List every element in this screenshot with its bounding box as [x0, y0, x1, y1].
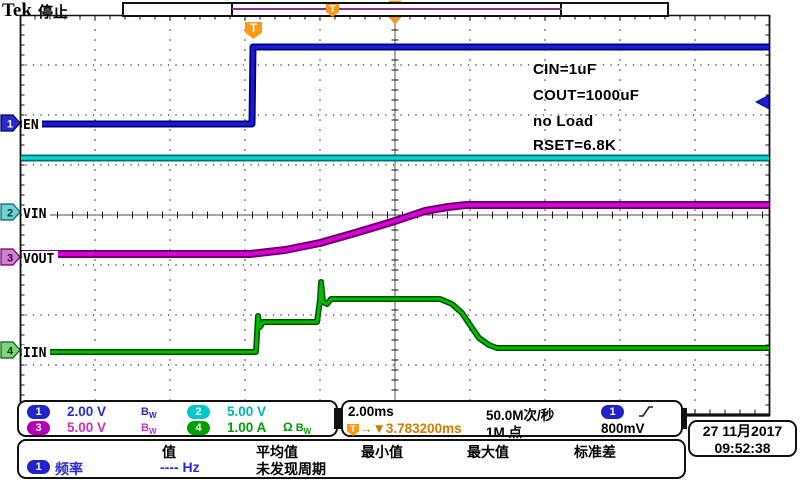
- sample-rate-readout: 50.0M次/秒: [486, 408, 555, 423]
- rising-edge-icon: [639, 406, 653, 417]
- ch4-scale: 1.00 A: [227, 420, 267, 435]
- record-length-readout: 1M 点: [486, 425, 523, 440]
- ch4-badge-digit: 4: [7, 346, 14, 358]
- ch3-badge[interactable]: 3: [27, 421, 50, 435]
- acquisition-status: 停止: [38, 4, 69, 21]
- trigger-source-badge: 1: [601, 405, 624, 419]
- graticule-grid: [19, 14, 771, 417]
- expansion-point-icon: [388, 16, 402, 25]
- label-backdrop: [22, 251, 58, 266]
- ch3-label: VOUT: [23, 252, 54, 267]
- ch1-scale: 2.00 V: [67, 404, 107, 419]
- ch2-label: VIN: [23, 207, 47, 222]
- meas-note: 未发现周期: [256, 461, 326, 477]
- ch1-position-badge[interactable]: [0, 114, 21, 132]
- time-readout: 09:52:38: [714, 440, 771, 456]
- ch1-bandwidth-icon: BW: [141, 406, 157, 421]
- meas-name[interactable]: 频率: [55, 461, 83, 477]
- datetime-box: 27 11月2017 09:52:38: [688, 420, 797, 457]
- ch2-badge-digit: 2: [7, 208, 13, 220]
- meas-ch1-badge: 1: [27, 460, 50, 474]
- horizontal-readout-box: 2.00ms 50.0M次/秒 1 T →▼3.783200ms 1M 点 800…: [341, 400, 683, 440]
- annotation-line: RSET=6.8K: [533, 137, 616, 154]
- ch2-badge[interactable]: 2: [187, 405, 210, 419]
- ch1-badge-digit: 1: [7, 119, 13, 131]
- ch3-position-badge[interactable]: [0, 248, 21, 266]
- annotation-line: CIN=1uF: [533, 61, 596, 78]
- label-backdrop: [22, 206, 50, 221]
- trigger-level-readout: 800mV: [601, 421, 645, 436]
- record-view-bar[interactable]: T: [122, 2, 669, 17]
- iin-trace: [21, 280, 769, 354]
- ch2-position-badge[interactable]: [0, 203, 21, 221]
- ch2-scale: 5.00 V: [227, 404, 267, 419]
- channel-markers: 1 EN 2 VIN 3 VOUT 4 IIN: [0, 114, 58, 361]
- delay-t-icon: T: [347, 424, 359, 436]
- annotation-line: COUT=1000uF: [533, 87, 639, 104]
- channel-readout-box: 1 2.00 V BW 2 5.00 V 3 5.00 V BW 4 1.00 …: [17, 400, 338, 437]
- ch4-label: IIN: [23, 346, 47, 361]
- ch3-scale: 5.00 V: [67, 420, 107, 435]
- trigger-level-arrow-icon[interactable]: [755, 94, 770, 110]
- ch3-bandwidth-icon: BW: [141, 422, 157, 437]
- ch4-position-badge[interactable]: [0, 341, 21, 359]
- label-backdrop: [22, 345, 50, 360]
- measurement-box: 值 平均值 最小值 最大值 标准差 1 频率 ---- Hz 未发现周期: [17, 439, 686, 479]
- date-readout: 27 11月2017: [702, 423, 783, 439]
- vout-trace: [21, 203, 769, 256]
- timebase-readout: 2.00ms: [348, 404, 394, 419]
- horizontal-delay-readout: T →▼3.783200ms: [347, 421, 462, 436]
- ch1-badge[interactable]: 1: [27, 405, 50, 419]
- meas-header-value: 值: [162, 444, 176, 460]
- label-backdrop: [22, 117, 42, 132]
- ch4-badge[interactable]: 4: [187, 421, 210, 435]
- ch4-ohm-icon: Ω BW: [283, 420, 312, 437]
- waveform-traces: [21, 43, 769, 355]
- record-waveform-preview: [232, 8, 562, 10]
- annotation-line: no Load: [533, 113, 593, 130]
- box-connector: [682, 408, 687, 429]
- en-trace: [21, 45, 769, 126]
- record-trigger-position-icon: T: [326, 4, 339, 17]
- meas-header-mean: 平均值: [256, 444, 298, 460]
- meas-header-min: 最小值: [361, 444, 403, 460]
- meas-value: ---- Hz: [160, 459, 200, 475]
- ch3-badge-digit: 3: [7, 253, 13, 265]
- box-connector: [334, 408, 341, 429]
- user-annotations: CIN=1uF COUT=1000uF no Load RSET=6.8K: [533, 61, 639, 154]
- ch1-label: EN: [23, 118, 39, 133]
- meas-header-stddev: 标准差: [574, 444, 616, 460]
- meas-header-max: 最大值: [467, 444, 509, 460]
- trigger-position-icon[interactable]: T: [245, 22, 262, 39]
